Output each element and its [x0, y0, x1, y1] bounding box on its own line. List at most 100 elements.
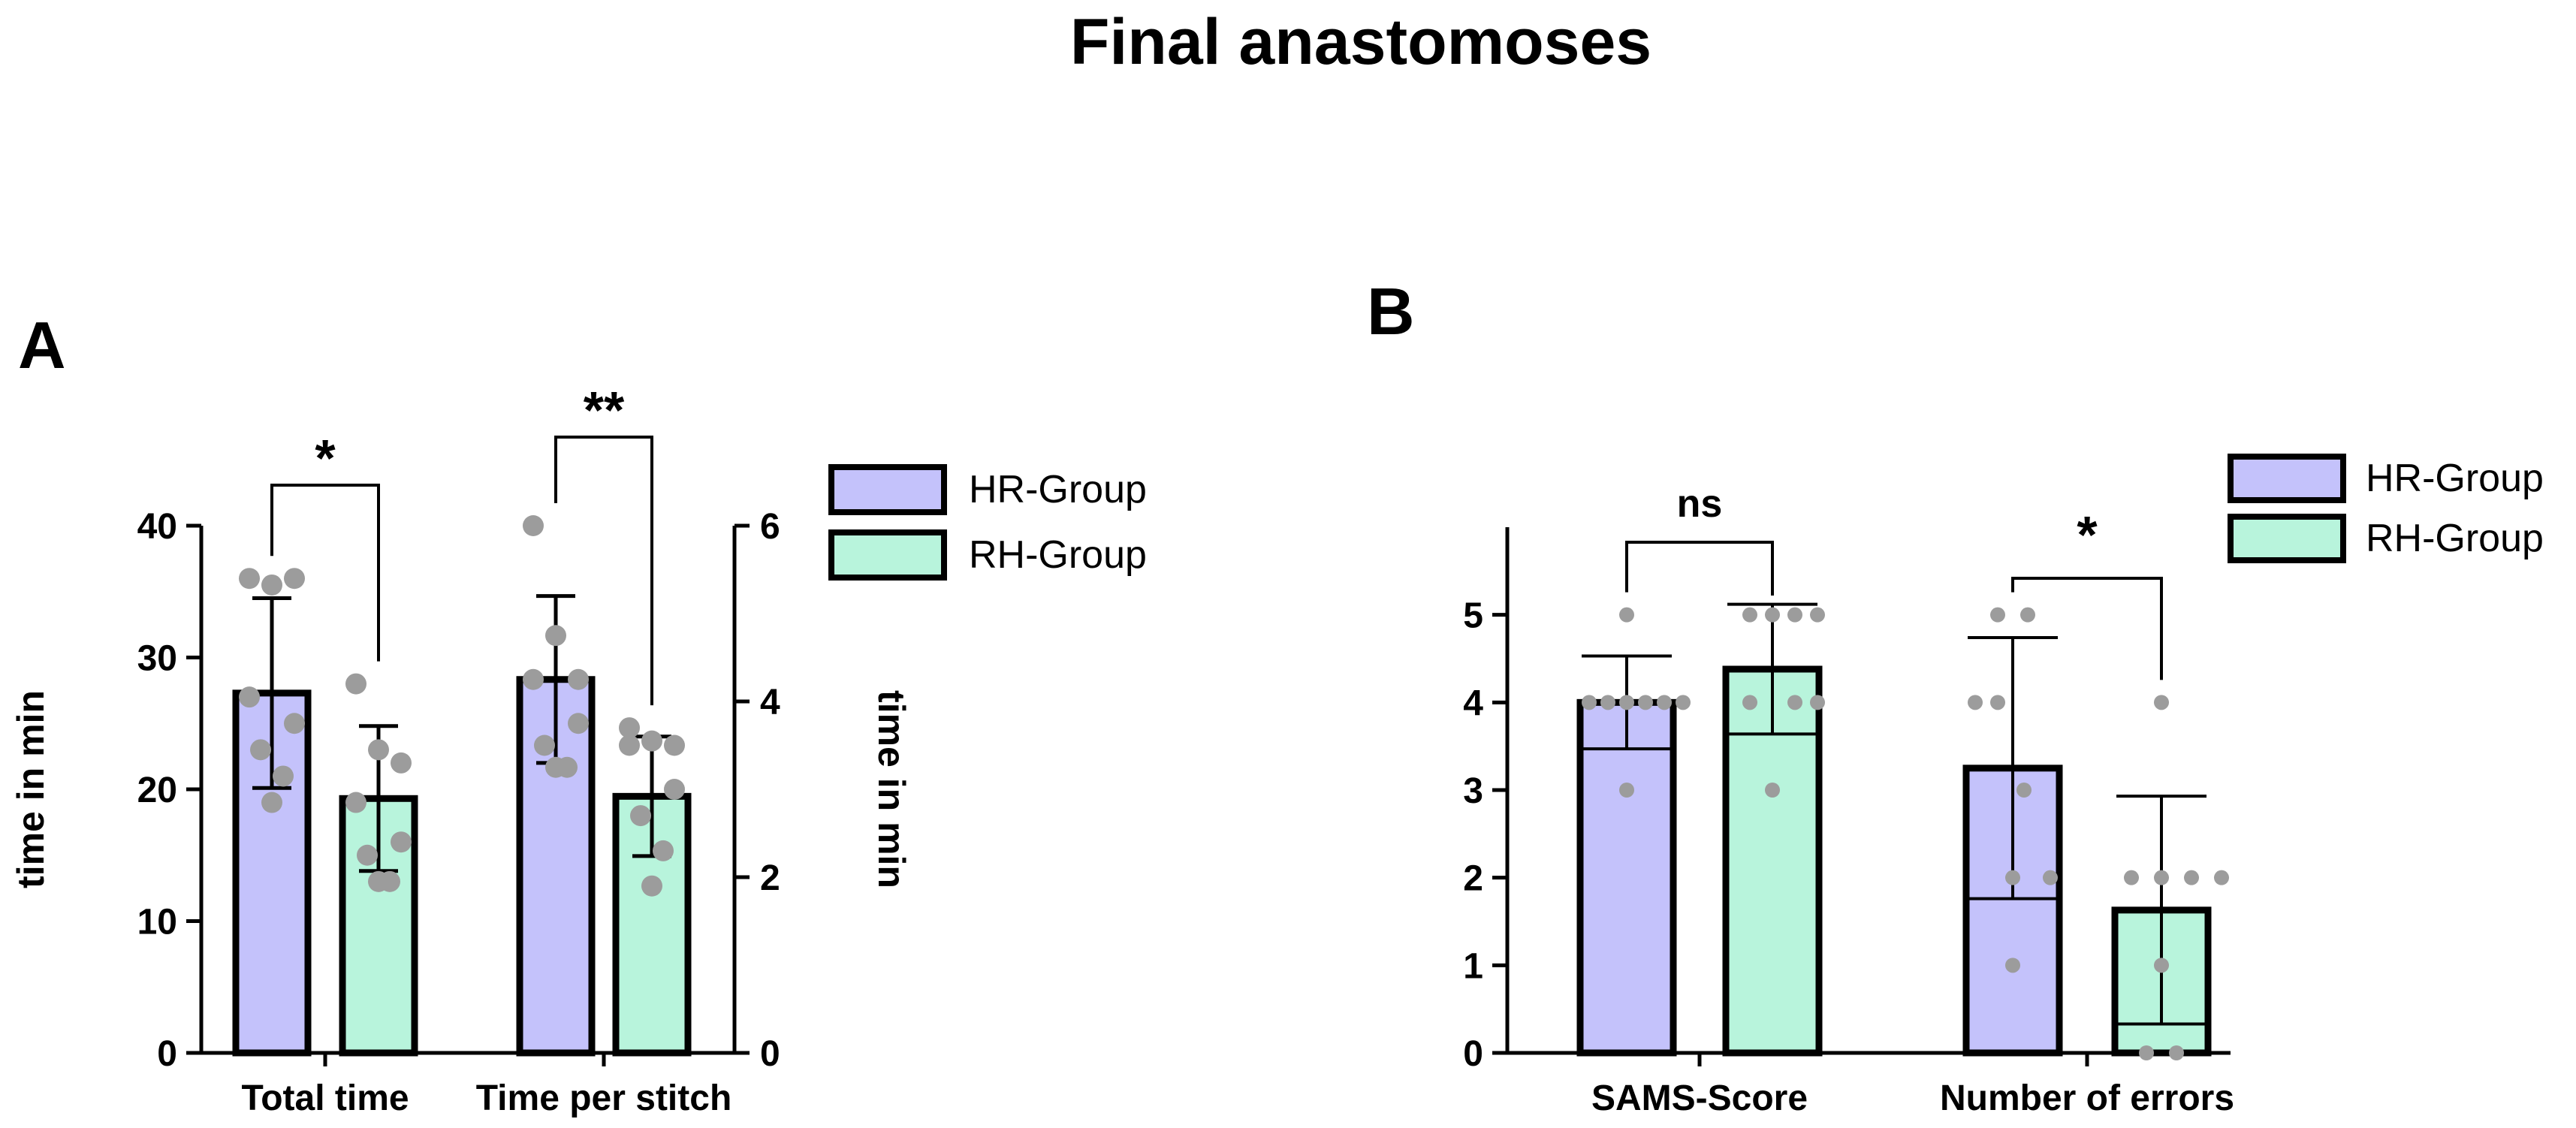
legend-swatch	[828, 464, 947, 515]
data-point	[2154, 870, 2169, 885]
data-point	[284, 568, 305, 590]
y-tick-label: 5	[1463, 596, 1483, 636]
bar-hr-group	[1576, 698, 1677, 1057]
significance-label: ns	[1677, 482, 1723, 526]
data-point	[619, 717, 640, 739]
data-point	[653, 840, 674, 861]
x-category-label: Total time	[241, 1078, 409, 1118]
significance-label: **	[584, 381, 625, 439]
data-point	[1765, 607, 1780, 623]
x-category-label: Number of errors	[1940, 1078, 2234, 1118]
legend-label: HR-Group	[2366, 457, 2544, 500]
y-tick-label: 0	[1463, 1034, 1483, 1074]
data-point	[2020, 607, 2035, 623]
left-y-tick-label: 0	[157, 1034, 177, 1074]
figure-title: Final anastomoses	[1070, 6, 1651, 78]
significance-label: *	[2077, 505, 2098, 564]
y-tick-label: 1	[1463, 946, 1483, 986]
left-y-tick-label: 30	[137, 639, 177, 679]
data-point	[1990, 607, 2005, 623]
panel-a: A 0 10 20 30 40 time in min 0 2 4 6 time in min Tot…	[10, 308, 1147, 1118]
panel-b: B 0 1 2 3 4 5 SAMS-Score Number of errors ns * HR-…	[1367, 274, 2544, 1118]
data-point	[568, 668, 589, 690]
data-point	[641, 875, 662, 897]
y-tick-label: 4	[1463, 683, 1483, 723]
data-point	[2016, 783, 2032, 798]
data-point	[2214, 870, 2229, 885]
data-point	[2139, 1045, 2154, 1060]
data-point	[1990, 695, 2005, 710]
data-point	[261, 574, 282, 596]
data-point	[261, 792, 282, 813]
bar-hr-group	[232, 689, 312, 1057]
x-category-label: Time per stitch	[476, 1078, 732, 1118]
data-point	[284, 713, 305, 734]
data-point	[1657, 695, 1672, 710]
y-tick-label: 3	[1463, 771, 1483, 811]
legend-swatch	[828, 529, 947, 581]
data-point	[619, 734, 640, 756]
data-point	[368, 870, 389, 892]
data-point	[2005, 958, 2020, 973]
bar-hr-group	[516, 676, 596, 1057]
right-y-tick-label: 0	[760, 1034, 780, 1074]
panel-a-plot: 0 10 20 30 40 time in min 0 2 4 6 time in min Total…	[10, 381, 1147, 1118]
data-point	[1742, 607, 1757, 623]
data-point	[357, 844, 378, 866]
right-y-tick-label: 2	[760, 858, 780, 898]
data-point	[391, 831, 412, 853]
data-point	[2005, 870, 2020, 885]
data-point	[345, 673, 366, 695]
significance-bracket	[2011, 577, 2163, 680]
data-point	[1742, 695, 1757, 710]
right-y-axis-label: time in min	[870, 690, 912, 888]
data-point	[664, 734, 685, 756]
y-tick-label: 2	[1463, 859, 1483, 899]
data-point	[1787, 607, 1802, 623]
data-point	[664, 779, 685, 800]
data-point	[641, 730, 662, 752]
data-point	[534, 734, 555, 756]
data-point	[630, 805, 651, 827]
data-point	[345, 792, 366, 813]
data-point	[545, 625, 566, 647]
data-point	[1619, 783, 1634, 798]
data-point	[545, 756, 566, 778]
data-point	[1810, 695, 1825, 710]
data-point	[1619, 695, 1634, 710]
legend-label: RH-Group	[969, 533, 1147, 577]
data-point	[2184, 870, 2199, 885]
left-y-tick-label: 40	[137, 507, 177, 547]
data-point	[523, 668, 544, 690]
right-y-tick-label: 4	[760, 683, 780, 722]
data-point	[2043, 870, 2058, 885]
significance-bracket	[554, 436, 653, 706]
data-point	[1638, 695, 1653, 710]
legend-label: RH-Group	[2366, 517, 2544, 560]
data-point	[523, 515, 544, 536]
panel-b-plot: 0 1 2 3 4 5 SAMS-Score Number of errors ns * HR-Gr…	[1463, 454, 2544, 1118]
data-point	[239, 686, 260, 708]
data-point	[1582, 695, 1597, 710]
left-y-tick-label: 10	[137, 903, 177, 943]
panel-a-label: A	[18, 308, 66, 382]
data-point	[250, 739, 271, 761]
data-point	[1810, 607, 1825, 623]
data-point	[1676, 695, 1691, 710]
legend-swatch	[2228, 514, 2346, 563]
x-category-label: SAMS-Score	[1591, 1078, 1808, 1118]
left-y-tick-label: 20	[137, 771, 177, 810]
data-point	[1619, 607, 1634, 623]
data-point	[239, 568, 260, 590]
data-point	[2169, 1045, 2184, 1060]
data-point	[1968, 695, 1983, 710]
data-point	[568, 713, 589, 734]
data-point	[391, 752, 412, 774]
data-point	[368, 739, 389, 761]
data-point	[1787, 695, 1802, 710]
left-y-axis-label: time in min	[10, 690, 52, 888]
data-point	[1765, 783, 1780, 798]
significance-bracket	[270, 484, 380, 662]
data-point	[1600, 695, 1615, 710]
